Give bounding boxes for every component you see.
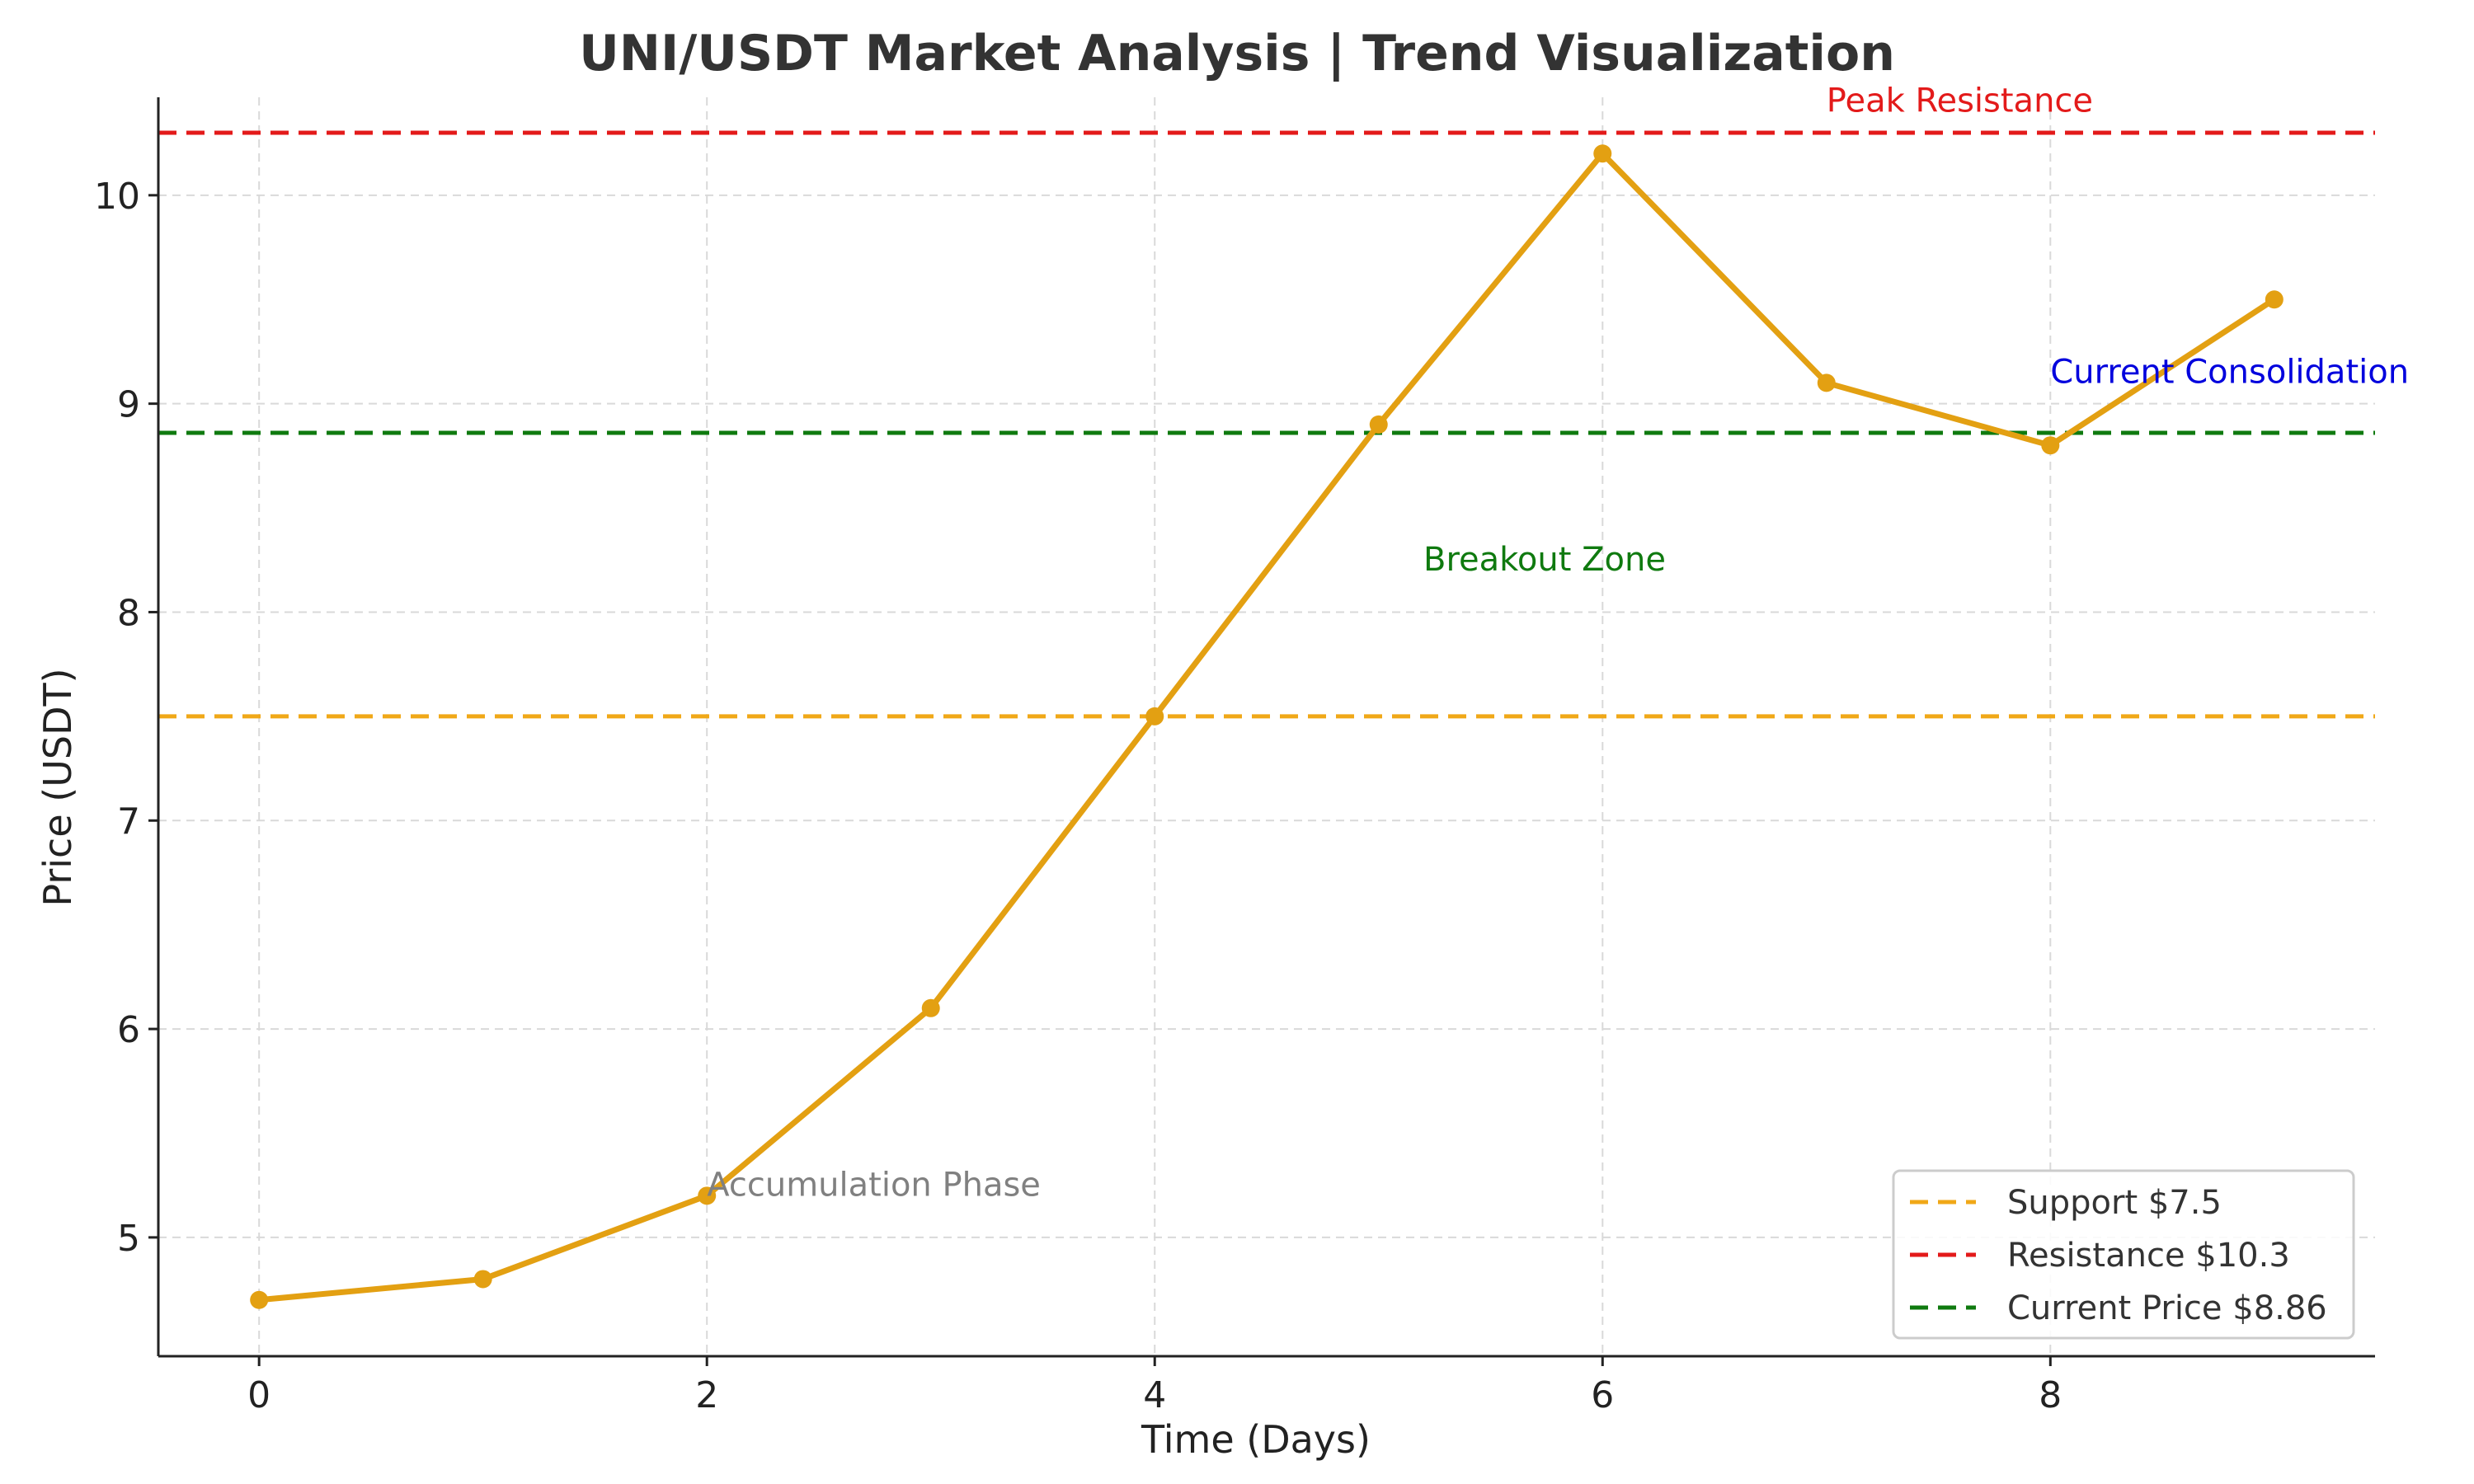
x-axis-label: Time (Days) bbox=[1141, 1417, 1371, 1462]
ticks: 0 2 4 6 8 5 6 7 8 9 10 bbox=[94, 176, 2062, 1416]
grid-layer bbox=[158, 97, 2375, 1356]
axes bbox=[157, 97, 2375, 1358]
x-tick-label: 6 bbox=[1591, 1374, 1614, 1416]
data-point bbox=[473, 1270, 492, 1289]
y-tick-label: 8 bbox=[117, 592, 140, 634]
data-point bbox=[1145, 707, 1164, 726]
y-tick-label: 6 bbox=[117, 1009, 140, 1051]
annotation-label: Breakout Zone bbox=[1423, 541, 1666, 579]
y-tick-label: 10 bbox=[94, 176, 140, 218]
data-point bbox=[921, 998, 940, 1017]
x-tick-label: 8 bbox=[2039, 1374, 2062, 1416]
data-point bbox=[698, 1186, 717, 1205]
legend-box bbox=[1892, 1169, 2355, 1340]
x-tick-label: 4 bbox=[1143, 1374, 1166, 1416]
series-line bbox=[258, 150, 2276, 1303]
annotations: Peak Resistance Current Consolidation Brea… bbox=[707, 82, 2409, 1205]
data-point bbox=[2041, 436, 2060, 455]
data-point bbox=[2265, 290, 2284, 309]
series-layer bbox=[250, 144, 2284, 1309]
data-point bbox=[1369, 415, 1388, 434]
chart-title: UNI/USDT Market Analysis | Trend Visuali… bbox=[579, 25, 1895, 82]
data-point bbox=[250, 1290, 269, 1309]
data-point bbox=[1817, 373, 1836, 392]
annotation-label: Peak Resistance bbox=[1827, 82, 2093, 120]
reference-lines bbox=[158, 130, 2375, 719]
x-tick-label: 2 bbox=[695, 1374, 718, 1416]
data-point bbox=[1593, 144, 1612, 163]
legend: Support $7.5 Resistance $10.3 Current Pric… bbox=[1892, 1169, 2355, 1340]
x-tick-label: 0 bbox=[247, 1374, 270, 1416]
annotation-label: Accumulation Phase bbox=[707, 1166, 1041, 1204]
legend-label: Support $7.5 bbox=[2007, 1184, 2222, 1222]
annotation-label: Current Consolidation bbox=[2050, 353, 2409, 391]
y-tick-label: 5 bbox=[117, 1218, 140, 1260]
legend-label: Current Price $8.86 bbox=[2007, 1289, 2327, 1327]
legend-label: Resistance $10.3 bbox=[2007, 1237, 2290, 1275]
y-tick-label: 9 bbox=[117, 384, 140, 426]
y-axis-label: Price (USDT) bbox=[35, 668, 80, 906]
y-tick-label: 7 bbox=[117, 801, 140, 843]
